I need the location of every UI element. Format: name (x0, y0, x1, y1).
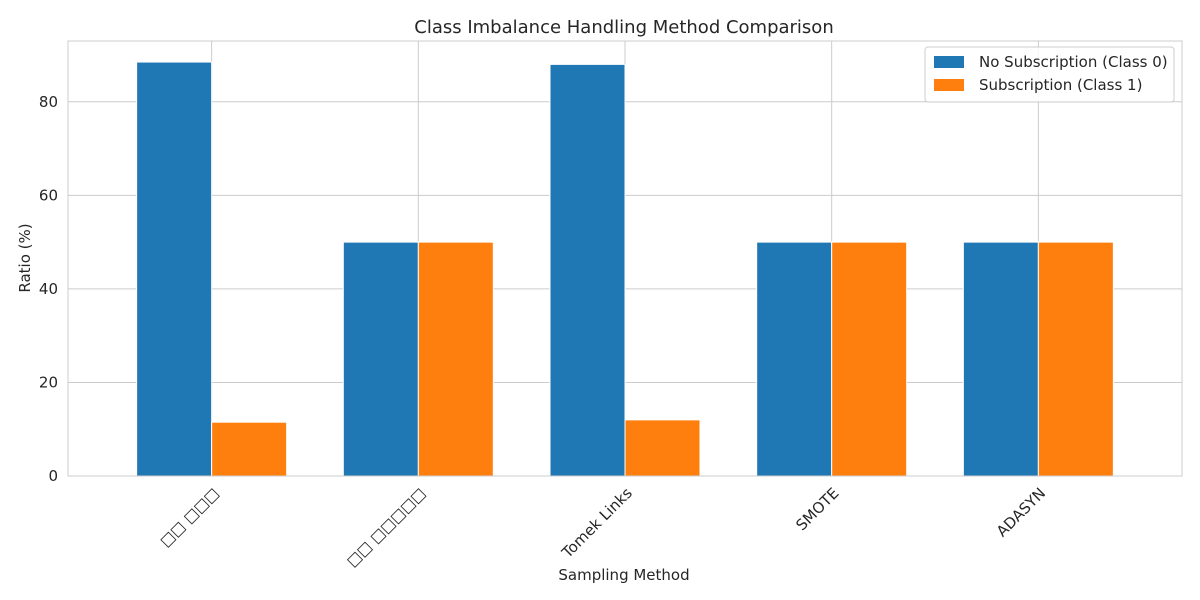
bar (417, 241, 494, 477)
plot-frame (67, 40, 1183, 477)
bar (1037, 241, 1114, 477)
bar (211, 421, 288, 477)
bar (549, 63, 626, 477)
legend-box (924, 46, 1175, 103)
y-tick-label: 80 (39, 93, 58, 111)
x-axis-label: Sampling Method (558, 566, 689, 584)
bar (756, 241, 833, 477)
bar (136, 61, 213, 477)
bars-layer (136, 61, 1114, 477)
bar (962, 241, 1039, 477)
legend-swatch (934, 56, 964, 68)
x-tick-label: □□ □□□□□ (343, 484, 429, 570)
y-tick-label: 40 (39, 280, 58, 298)
x-tick-label: SMOTE (792, 484, 842, 534)
y-tick-labels: 0 20 40 60 80 (39, 93, 58, 485)
legend: No Subscription (Class 0) Subscription (C… (924, 46, 1175, 103)
x-tick-label: Tomek Links (558, 484, 636, 562)
legend-swatch (934, 79, 964, 91)
bar (342, 241, 419, 477)
x-tick-label: ADASYN (993, 484, 1049, 540)
chart-title: Class Imbalance Handling Method Comparis… (414, 17, 833, 38)
x-tick-labels: □□ □□□ □□ □□□□□ Tomek Links SMOTE ADASYN (156, 484, 1049, 570)
legend-label: Subscription (Class 1) (979, 76, 1142, 94)
legend-label: No Subscription (Class 0) (979, 53, 1168, 71)
y-axis-label: Ratio (%) (16, 223, 34, 292)
y-tick-label: 60 (39, 186, 58, 204)
bar (624, 419, 701, 477)
y-tick-label: 0 (48, 467, 58, 485)
y-tick-label: 20 (39, 373, 58, 391)
x-tick-label: □□ □□□ (156, 484, 222, 550)
bar (831, 241, 908, 477)
